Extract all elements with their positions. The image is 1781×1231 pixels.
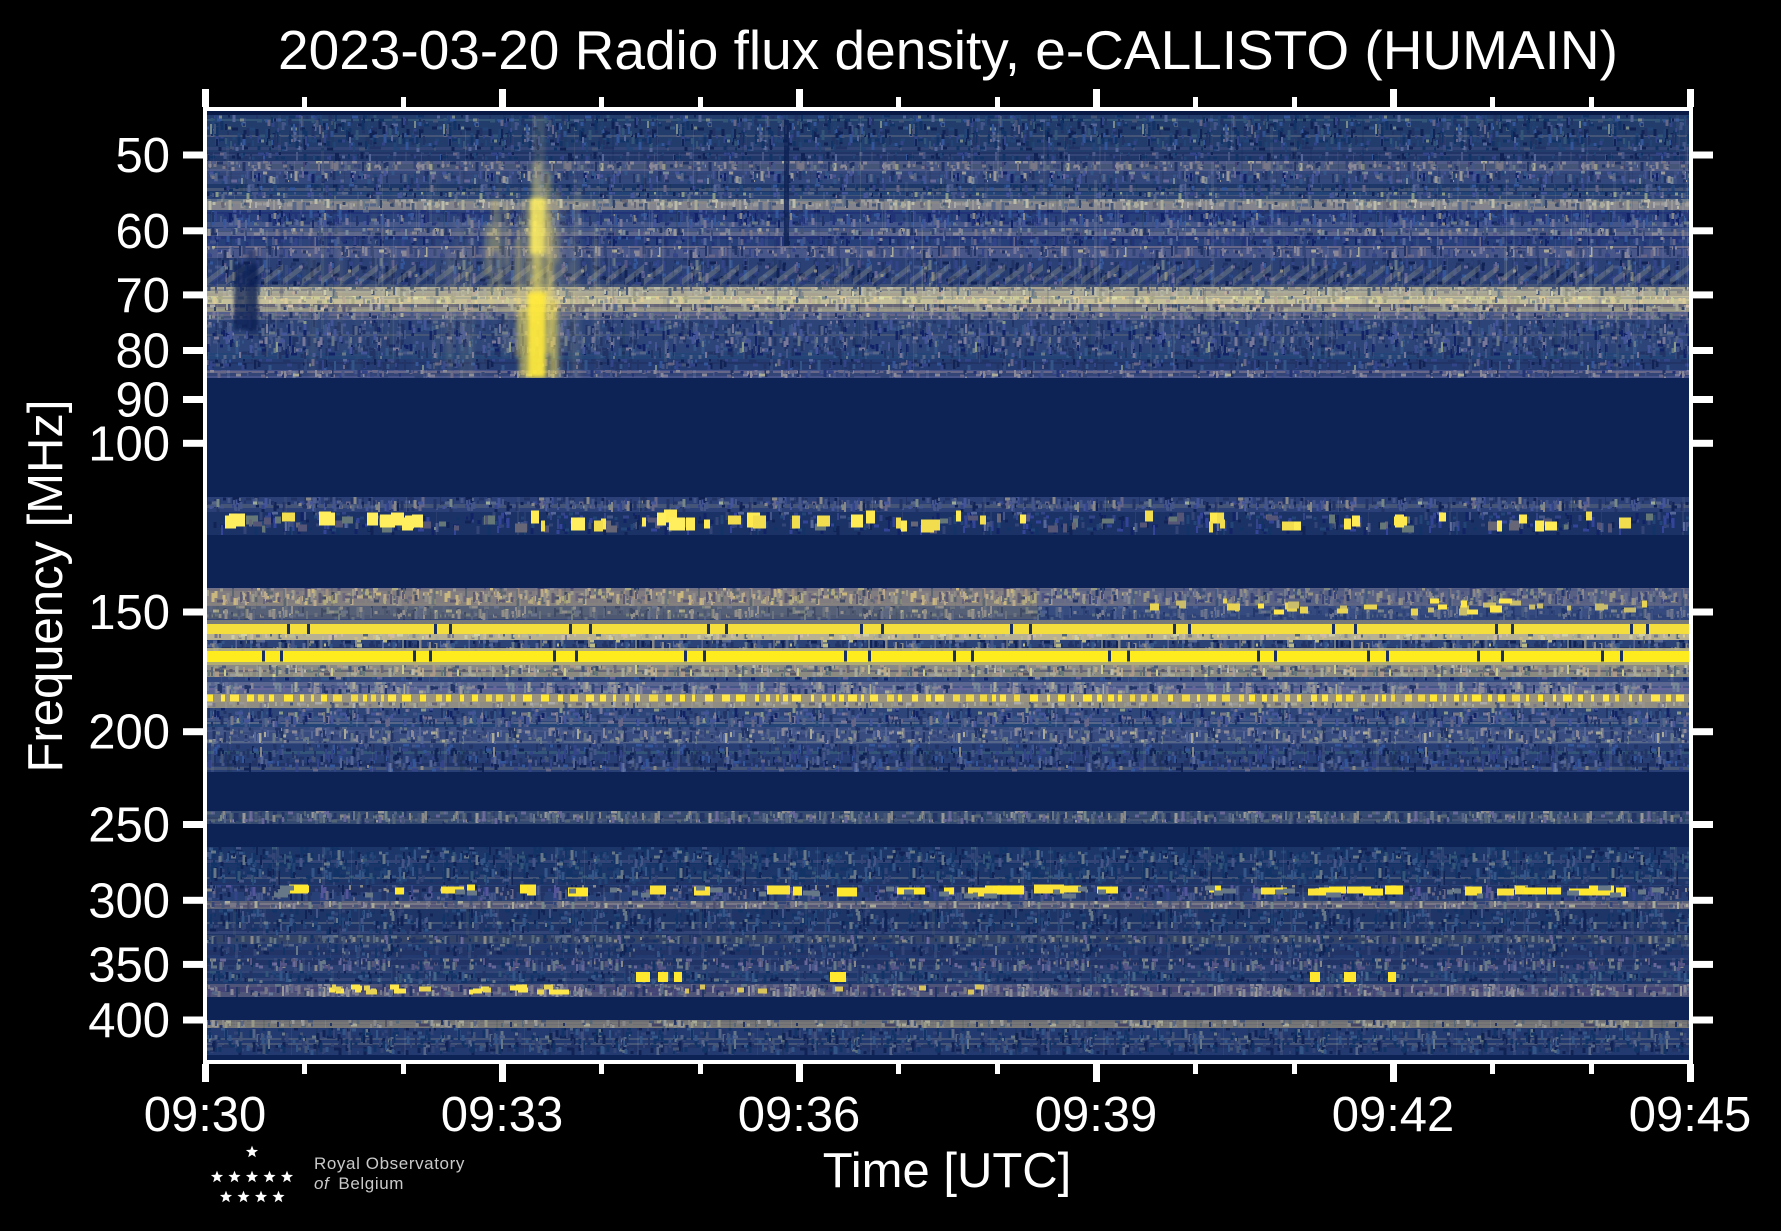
- svg-text:09:30: 09:30: [144, 1088, 267, 1142]
- svg-text:Royal Observatory: Royal Observatory: [314, 1154, 465, 1173]
- svg-text:200: 200: [88, 706, 170, 760]
- svg-text:Time [UTC]: Time [UTC]: [823, 1144, 1072, 1198]
- svg-text:09:42: 09:42: [1332, 1088, 1455, 1142]
- svg-text:09:33: 09:33: [441, 1088, 564, 1142]
- svg-text:400: 400: [88, 994, 170, 1048]
- svg-text:350: 350: [88, 938, 170, 992]
- svg-text:Frequency [MHz]: Frequency [MHz]: [19, 399, 73, 772]
- svg-text:2023-03-20 Radio flux density,: 2023-03-20 Radio flux density, e-CALLIST…: [278, 19, 1618, 81]
- svg-text:90: 90: [115, 374, 170, 428]
- svg-text:100: 100: [88, 417, 170, 471]
- svg-text:300: 300: [88, 874, 170, 928]
- svg-text:70: 70: [115, 269, 170, 323]
- svg-text:150: 150: [88, 586, 170, 640]
- svg-text:09:36: 09:36: [738, 1088, 861, 1142]
- svg-text:09:39: 09:39: [1035, 1088, 1158, 1142]
- svg-text:50: 50: [115, 129, 170, 183]
- svg-text:250: 250: [88, 799, 170, 853]
- svg-text:80: 80: [115, 325, 170, 379]
- svg-text:60: 60: [115, 205, 170, 259]
- svg-text:09:45: 09:45: [1629, 1088, 1752, 1142]
